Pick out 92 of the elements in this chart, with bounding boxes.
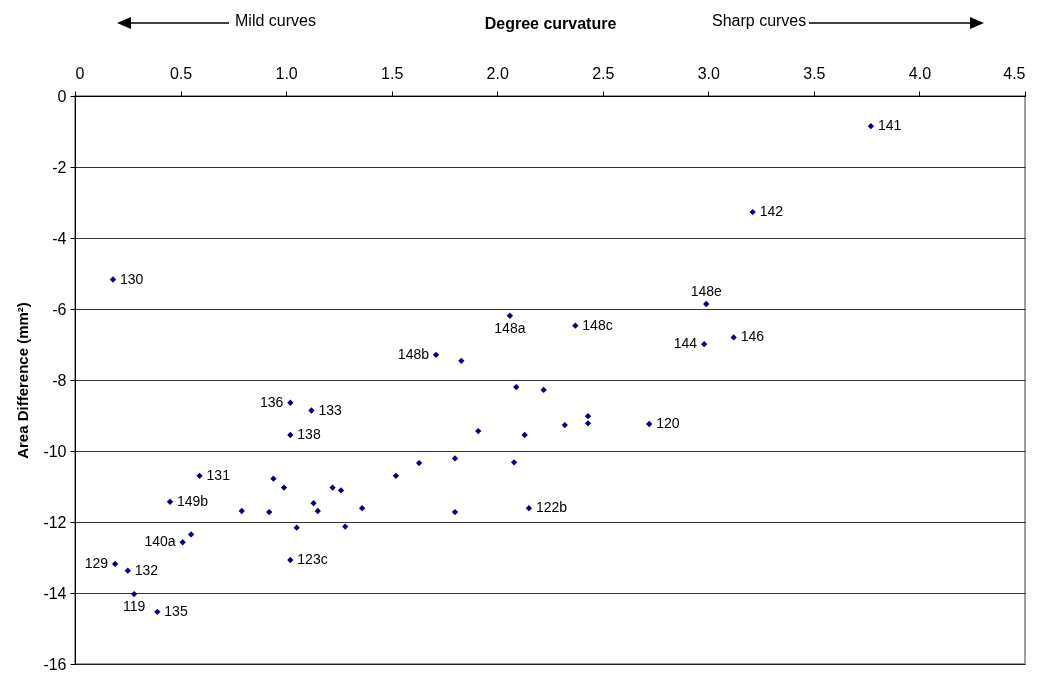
x-tick-label: 4.5 [1003, 64, 1026, 82]
y-tick-label: -12 [43, 513, 67, 531]
y-tick-label: -14 [43, 584, 67, 602]
annotation: 140a [144, 533, 176, 550]
point [287, 556, 294, 564]
point [451, 508, 459, 516]
annotation: 130 [120, 270, 144, 287]
point [749, 208, 756, 216]
text: Sharp curves [712, 12, 807, 30]
point [510, 459, 518, 466]
point [475, 427, 482, 435]
point [238, 507, 245, 515]
annotation: 136 [259, 393, 284, 410]
annotation: 129 [84, 554, 109, 571]
point [540, 386, 547, 394]
point [584, 420, 592, 427]
point [451, 455, 459, 462]
annotation: 131 [206, 466, 231, 483]
x-tick-label: 2.0 [486, 64, 509, 82]
point [166, 498, 174, 505]
point [310, 500, 317, 507]
annotation: 146 [740, 328, 765, 345]
text: Mild curves [235, 12, 316, 30]
point [342, 523, 349, 530]
y-tick-label: -2 [52, 158, 67, 176]
point [154, 608, 161, 615]
annotation: 144 [673, 335, 698, 352]
point [700, 340, 708, 348]
x-tick-label: 3.0 [697, 64, 721, 82]
annotation: 133 [318, 401, 343, 418]
point [124, 567, 131, 574]
x-tick-label: 0 [75, 64, 85, 82]
point [513, 383, 520, 391]
point [109, 276, 117, 283]
point [266, 508, 273, 516]
y-tick-label: 0 [57, 87, 67, 105]
point [561, 421, 568, 429]
point [415, 459, 423, 467]
point [111, 560, 119, 568]
point [506, 312, 514, 319]
point [458, 357, 465, 364]
point [337, 487, 345, 494]
point [867, 123, 875, 130]
point [270, 475, 277, 482]
x-tick-label: 1.0 [275, 64, 298, 82]
point [703, 300, 710, 308]
annotation: 122b [535, 499, 568, 516]
annotation: 148e [690, 283, 722, 300]
point [308, 407, 315, 414]
x-tick-label: 0.5 [169, 64, 193, 82]
x-tick-label: 4.0 [908, 64, 932, 82]
point [196, 472, 203, 480]
x-axis-title: Degree curvature [484, 14, 617, 32]
point [287, 431, 294, 439]
x-tick-label: 3.5 [803, 64, 826, 82]
annotation: 123c [297, 550, 328, 567]
y-tick-label: -16 [43, 655, 67, 673]
annotation: 138 [297, 426, 321, 443]
annotation: 148a [494, 319, 526, 336]
annotation: 149b [177, 492, 209, 509]
annotation: 120 [656, 415, 680, 432]
point [314, 507, 321, 515]
point [572, 322, 579, 329]
point [293, 524, 300, 531]
point [280, 484, 288, 491]
point [521, 431, 528, 439]
point [432, 351, 440, 358]
point [187, 531, 195, 538]
point [525, 504, 533, 512]
point [392, 472, 400, 480]
x-tick-label: 2.5 [592, 64, 615, 82]
point [287, 399, 294, 406]
annotation: 135 [164, 602, 188, 619]
annotation: 142 [759, 203, 784, 220]
point [646, 420, 653, 428]
point [329, 484, 336, 491]
y-tick-label: -8 [52, 371, 67, 389]
annotation: 148c [582, 316, 613, 333]
y-axis-title: Area Difference (mm²) [14, 302, 32, 459]
point [130, 590, 138, 598]
annotation: 132 [134, 561, 159, 578]
y-tick-label: -4 [52, 229, 67, 247]
annotation: 119 [122, 598, 146, 615]
point [584, 413, 592, 420]
x-tick-label: 1.5 [381, 64, 404, 82]
annotation: 148b [397, 345, 430, 362]
y-tick-label: -6 [52, 300, 67, 318]
point [730, 334, 737, 341]
point [179, 539, 186, 546]
annotation: 141 [877, 117, 902, 134]
y-tick-label: -10 [43, 442, 67, 460]
point [358, 504, 366, 512]
